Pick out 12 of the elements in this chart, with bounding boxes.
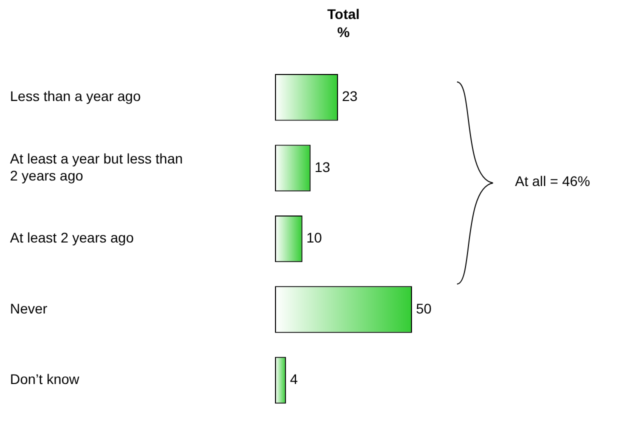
data-label: 10	[306, 230, 322, 246]
y-tick-label: At least 2 years ago	[10, 230, 134, 246]
y-tick-label: Less than a year ago	[10, 88, 141, 104]
y-tick-label: At least a year but less than 2 years ago	[10, 150, 183, 184]
data-label: 4	[290, 371, 298, 388]
data-label: 13	[314, 158, 330, 175]
y-tick-label: Never	[10, 300, 48, 316]
data-label: 23	[342, 88, 358, 104]
chart-title: Total %	[327, 6, 360, 40]
text: At all = 46%	[515, 173, 590, 189]
data-label: 50	[416, 300, 432, 316]
y-tick-label: Don’t know	[10, 371, 80, 388]
